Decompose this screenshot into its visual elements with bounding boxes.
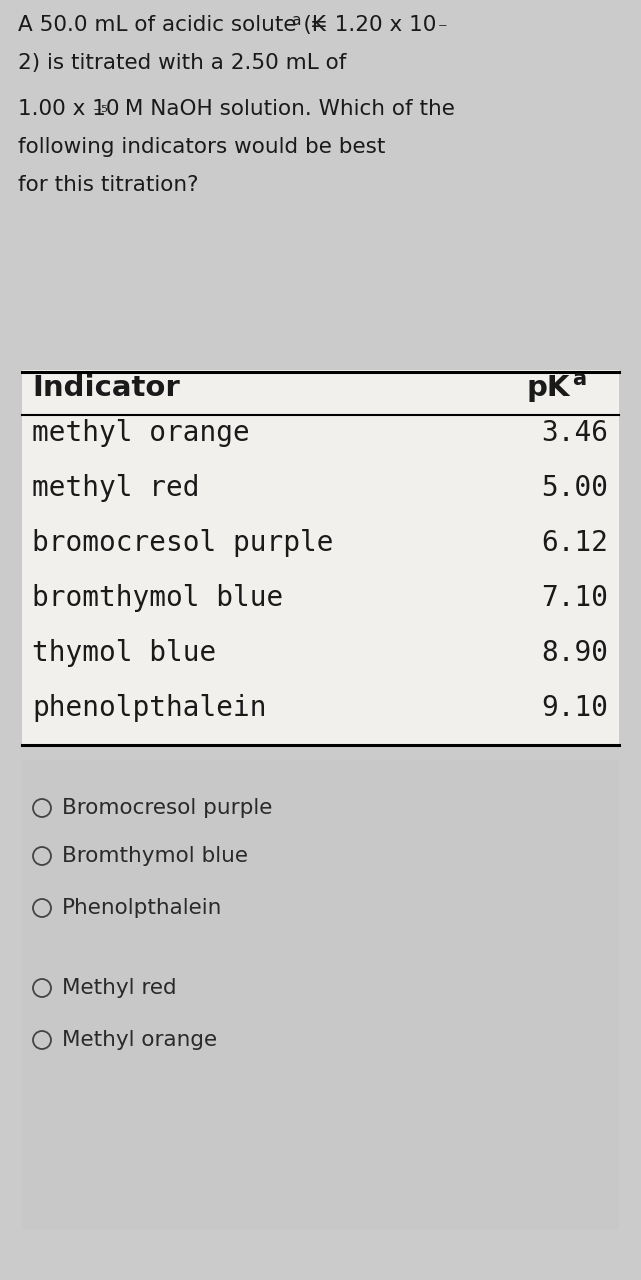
Text: methyl orange: methyl orange bbox=[32, 419, 250, 447]
Text: a: a bbox=[572, 369, 586, 389]
Text: thymol blue: thymol blue bbox=[32, 639, 216, 667]
Text: bromocresol purple: bromocresol purple bbox=[32, 529, 333, 557]
Text: following indicators would be best: following indicators would be best bbox=[18, 137, 385, 157]
Text: ⁻: ⁻ bbox=[438, 20, 447, 38]
Text: for this titration?: for this titration? bbox=[18, 175, 199, 195]
Text: a: a bbox=[291, 13, 301, 28]
Text: 5.00: 5.00 bbox=[541, 474, 608, 502]
Text: 2) is titrated with a 2.50 mL of: 2) is titrated with a 2.50 mL of bbox=[18, 52, 346, 73]
Text: 6.12: 6.12 bbox=[541, 529, 608, 557]
Text: 3.46: 3.46 bbox=[541, 419, 608, 447]
Text: phenolpthalein: phenolpthalein bbox=[32, 694, 267, 722]
Text: 8.90: 8.90 bbox=[541, 639, 608, 667]
Text: 9.10: 9.10 bbox=[541, 694, 608, 722]
Text: ⁻⁵: ⁻⁵ bbox=[93, 104, 109, 122]
Text: Bromocresol purple: Bromocresol purple bbox=[62, 797, 272, 818]
Text: pK: pK bbox=[527, 374, 570, 402]
Text: Indicator: Indicator bbox=[32, 374, 179, 402]
Text: Methyl orange: Methyl orange bbox=[62, 1030, 217, 1050]
Text: M NaOH solution. Which of the: M NaOH solution. Which of the bbox=[118, 99, 455, 119]
Text: Methyl red: Methyl red bbox=[62, 978, 177, 998]
Text: 7.10: 7.10 bbox=[541, 584, 608, 612]
Text: = 1.20 x 10: = 1.20 x 10 bbox=[303, 15, 437, 35]
FancyBboxPatch shape bbox=[22, 370, 619, 745]
Text: bromthymol blue: bromthymol blue bbox=[32, 584, 283, 612]
Text: A 50.0 mL of acidic solute (K: A 50.0 mL of acidic solute (K bbox=[18, 15, 326, 35]
Text: 1.00 x 10: 1.00 x 10 bbox=[18, 99, 119, 119]
Text: methyl red: methyl red bbox=[32, 474, 199, 502]
Text: Phenolpthalein: Phenolpthalein bbox=[62, 899, 222, 918]
FancyBboxPatch shape bbox=[22, 760, 619, 1230]
Text: Bromthymol blue: Bromthymol blue bbox=[62, 846, 248, 867]
